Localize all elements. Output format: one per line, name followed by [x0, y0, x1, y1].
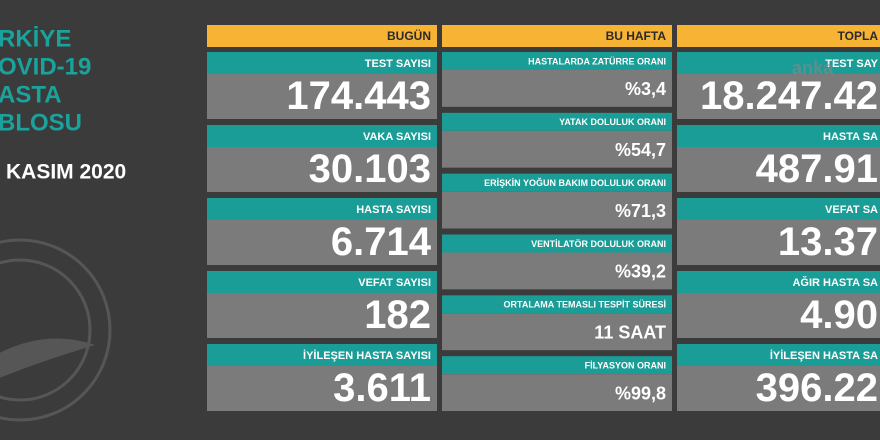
card-label: TEST SAY [825, 58, 878, 70]
card-value: 18.247.42 [700, 74, 878, 118]
card-label: HASTA SA [823, 131, 878, 143]
card-value-bg [207, 293, 437, 338]
card-value: %39,2 [615, 262, 666, 282]
card-label: YATAK DOLULUK ORANI [559, 117, 666, 127]
card-label-bg [442, 112, 672, 131]
card-label-bg [442, 234, 672, 253]
column-heading: BU HAFTA [606, 29, 667, 43]
card-label: VEFAT SAYISI [358, 277, 431, 289]
card-value: 11 SAAT [594, 323, 666, 343]
card-value-bg [442, 252, 672, 290]
card-label: VEFAT SA [825, 204, 878, 216]
card-value-bg [442, 130, 672, 168]
column-heading-bg [207, 25, 437, 47]
card-label-bg [207, 271, 437, 293]
title-line: BLOSU [0, 109, 82, 136]
card-value-bg [677, 366, 880, 411]
card-label-bg [207, 344, 437, 366]
card-value: 182 [364, 293, 431, 337]
card-value: 6.714 [331, 220, 432, 264]
card-label-bg [442, 173, 672, 192]
card-label-bg [207, 198, 437, 220]
card-value-bg [442, 313, 672, 351]
card-label-bg [677, 271, 880, 293]
card-label: VAKA SAYISI [363, 131, 431, 143]
column-heading-bg [442, 25, 672, 47]
card-label-bg [677, 198, 880, 220]
card-value: %71,3 [615, 201, 666, 221]
card-value-bg [207, 366, 437, 411]
card-label: FİLYASYON ORANI [585, 361, 666, 371]
card-value: 174.443 [286, 74, 431, 118]
card-label-bg [442, 52, 672, 70]
card-label: VENTİLATÖR DOLULUK ORANI [531, 239, 666, 249]
card-value-bg [677, 293, 880, 338]
card-value-bg [442, 70, 672, 107]
card-label-bg [442, 295, 672, 314]
card-label: TEST SAYISI [365, 58, 431, 70]
card-value: %54,7 [615, 140, 666, 160]
card-label: ORTALAMA TEMASLI TESPİT SÜRESİ [503, 300, 666, 310]
card-value: %99,8 [615, 383, 666, 403]
card-value: 396.22 [756, 366, 878, 410]
date: KASIM 2020 [6, 161, 126, 184]
card-label: İYİLEŞEN HASTA SAYISI [303, 349, 431, 362]
card-label-bg [442, 356, 672, 375]
emblem [0, 238, 112, 422]
column-heading: TOPLA [838, 29, 879, 43]
card-value-bg [677, 220, 880, 265]
card-value: 4.90 [800, 293, 878, 337]
card-value: %3,4 [625, 79, 666, 99]
title-line: OVID-19 [0, 53, 91, 80]
card-value-bg [442, 374, 672, 411]
card-label-bg [207, 125, 437, 147]
card-value-bg [207, 220, 437, 265]
title-line: ASTA [0, 81, 62, 108]
card-value: 13.37 [778, 220, 878, 264]
card-value-bg [207, 74, 437, 119]
watermark: anka [792, 58, 834, 78]
card-label: ERİŞKİN YOĞUN BAKIM DOLULUK ORANI [484, 177, 666, 188]
title-line: RKİYE [0, 25, 71, 52]
column-heading-bg [677, 25, 880, 47]
card-value-bg [677, 74, 880, 119]
card-value-bg [207, 147, 437, 192]
card-label: HASTALARDA ZATÜRRE ORANI [528, 56, 666, 66]
card-label: HASTA SAYISI [356, 204, 431, 216]
card-label-bg [207, 52, 437, 74]
card-value: 3.611 [333, 366, 431, 410]
card-value: 30.103 [309, 147, 431, 191]
card-value-bg [442, 191, 672, 229]
card-value: 487.91 [756, 147, 878, 191]
card-label: İYİLEŞEN HASTA SA [770, 349, 878, 362]
column-heading: BUGÜN [387, 28, 431, 43]
card-value-bg [677, 147, 880, 192]
card-label-bg [677, 344, 880, 366]
card-label: AĞIR HASTA SA [792, 276, 878, 289]
card-label-bg [677, 125, 880, 147]
card-label-bg [677, 52, 880, 74]
